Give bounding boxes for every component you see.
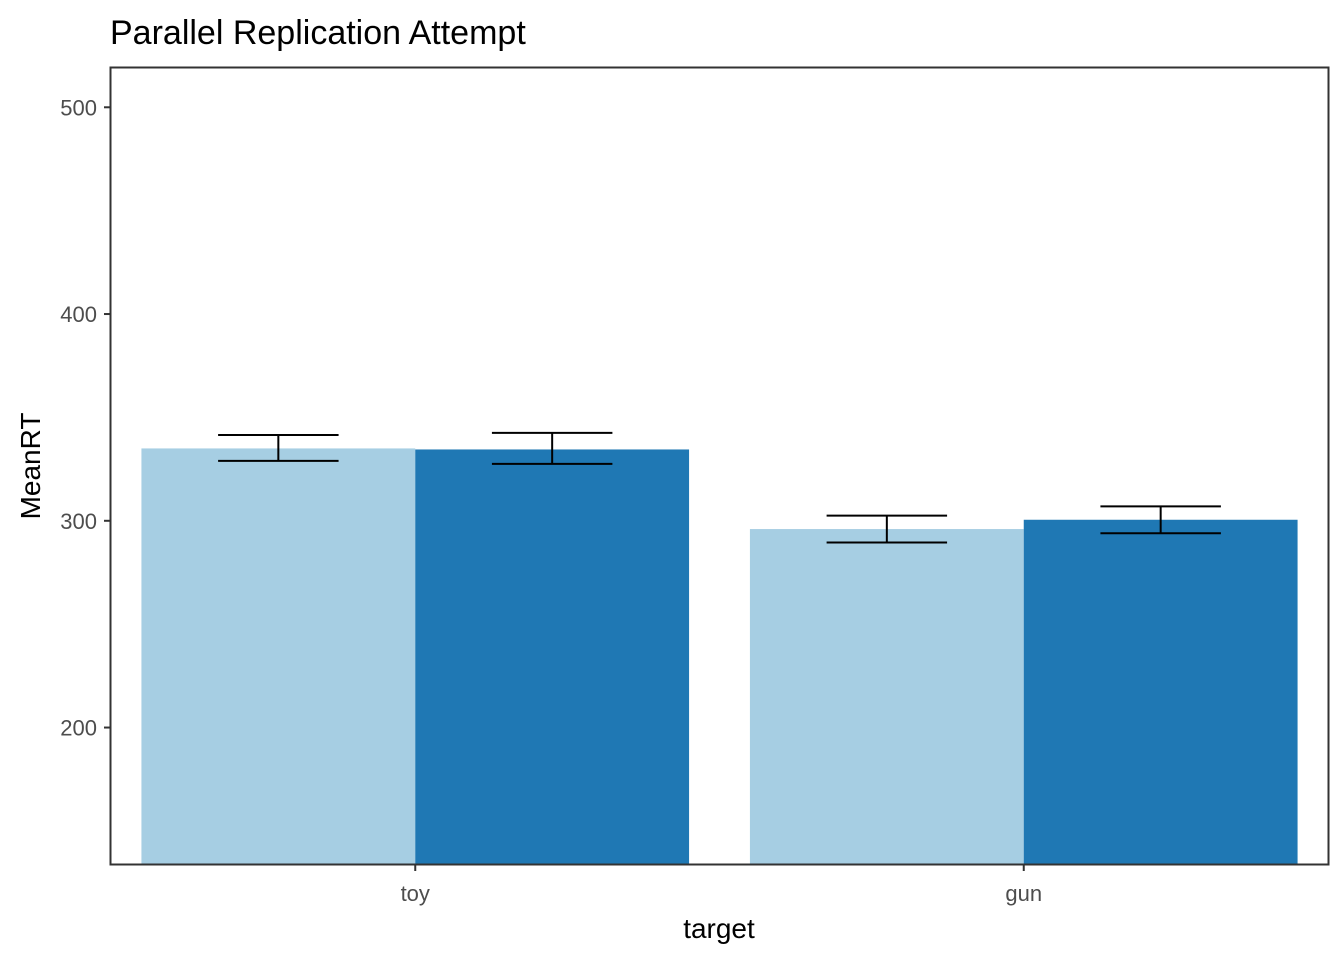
y-tick-label-400: 400 [60, 302, 97, 327]
error-bars-layer [218, 431, 1221, 544]
y-tick-label-500: 500 [60, 95, 97, 120]
bar-toy-series-2 [415, 449, 690, 864]
bar-gun-series-2 [1023, 519, 1298, 864]
y-tick-label-200: 200 [60, 716, 97, 741]
plot-panel-border [109, 66, 1330, 866]
chart-title: Parallel Replication Attempt [110, 14, 526, 52]
bar-toy-series-1 [141, 448, 416, 864]
error-bar-gun-series-1 [826, 514, 948, 544]
error-bar-toy-series-2 [491, 431, 613, 465]
error-bar-toy-series-1 [218, 433, 339, 462]
y-tick-label-300: 300 [60, 509, 97, 534]
y-axis: 200 300 400 500 [60, 95, 111, 741]
error-bar-gun-series-2 [1100, 505, 1221, 535]
x-tick-label-gun: gun [1005, 881, 1042, 906]
x-tick-label-toy: toy [401, 881, 430, 906]
bar-gun-series-1 [749, 529, 1024, 864]
x-axis-title: target [683, 913, 755, 944]
x-axis: toy gun [401, 864, 1042, 906]
bars-layer [141, 448, 1298, 864]
y-axis-title: MeanRT [15, 413, 46, 520]
